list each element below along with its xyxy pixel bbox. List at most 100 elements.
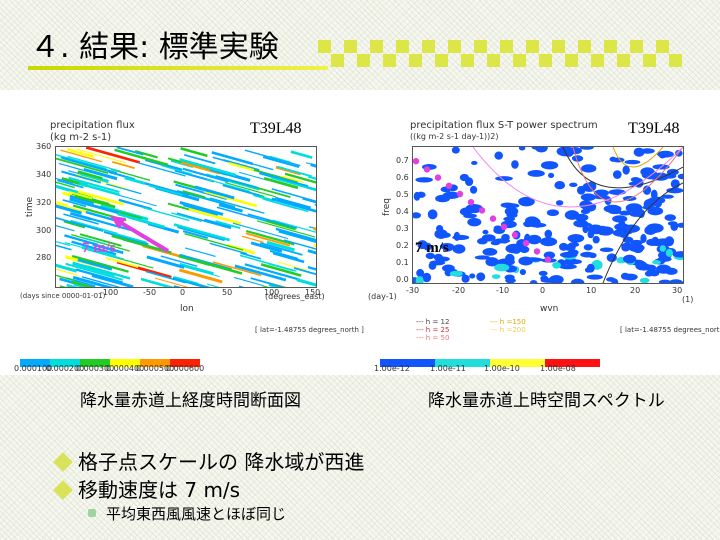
precip-streak xyxy=(269,249,299,260)
tick-label: 300 xyxy=(36,226,52,235)
spectral-blob xyxy=(579,144,594,150)
precip-streak xyxy=(85,210,116,222)
slide-title: ４. 結果: 標準実験 xyxy=(30,30,279,65)
spectral-blob xyxy=(518,196,535,207)
dispersion-curve xyxy=(602,182,684,284)
precip-streak xyxy=(114,148,169,167)
spectral-blob xyxy=(620,272,630,280)
spectral-blob xyxy=(652,259,661,265)
precip-streak xyxy=(234,264,287,282)
spectral-blob xyxy=(659,245,666,252)
dispersion-curve xyxy=(562,146,684,189)
right-colorbar xyxy=(380,352,600,371)
precip-streak xyxy=(71,254,129,273)
tick-label: 10 xyxy=(586,286,597,295)
right-velocity-label: 7 m/s xyxy=(415,240,449,256)
spectral-blob xyxy=(538,270,548,276)
precip-streak xyxy=(179,200,224,216)
spectral-blob xyxy=(622,254,637,264)
spectral-blob xyxy=(622,165,630,175)
spectral-blob xyxy=(652,236,659,242)
precip-streak xyxy=(62,199,87,208)
spectral-blob xyxy=(422,272,432,283)
spectral-blob xyxy=(461,274,470,283)
precip-streak xyxy=(116,146,144,156)
precip-streak xyxy=(77,190,125,206)
spectral-blob xyxy=(587,230,595,239)
spectral-blob xyxy=(527,170,545,177)
tick-label: 0 xyxy=(540,286,546,295)
precip-streak xyxy=(240,252,262,260)
tick-label: 0.000100 xyxy=(14,364,53,373)
spectral-blob xyxy=(670,221,679,231)
spectral-blob xyxy=(569,259,582,265)
spectral-blob xyxy=(658,279,672,285)
precip-streak xyxy=(241,235,264,243)
precip-streak xyxy=(182,167,229,183)
precip-streak xyxy=(77,258,113,271)
checker-square xyxy=(422,40,435,53)
dispersion-curve xyxy=(572,146,684,203)
dispersion-curve xyxy=(612,146,664,168)
precip-streak xyxy=(71,240,117,256)
spectral-blob xyxy=(544,229,553,239)
precip-streak xyxy=(175,183,227,200)
precip-streak xyxy=(67,155,121,172)
precip-streak xyxy=(176,189,236,208)
checker-square xyxy=(513,54,526,67)
left-colorbar xyxy=(20,352,235,371)
precip-streak xyxy=(266,240,295,252)
spectral-blob xyxy=(581,164,597,173)
square-bullet-icon xyxy=(88,508,96,517)
spectral-blob xyxy=(593,194,609,200)
precip-streak xyxy=(204,190,258,208)
precip-streak xyxy=(179,262,214,275)
checker-square xyxy=(630,40,643,53)
spectral-blob xyxy=(586,263,595,273)
right-model-label: T39L48 xyxy=(628,120,680,137)
checker-square xyxy=(552,40,565,53)
precip-streak xyxy=(188,207,242,225)
spectral-blob xyxy=(580,193,596,201)
spectral-blob xyxy=(575,222,592,228)
spectral-blob xyxy=(465,177,474,187)
spectral-blob xyxy=(469,273,476,279)
spectral-blob xyxy=(529,280,538,286)
precip-streak xyxy=(212,156,244,167)
legend-entry: --- h =200 xyxy=(490,326,526,334)
precip-streak xyxy=(215,175,258,189)
precip-streak xyxy=(245,232,291,247)
checker-square xyxy=(383,54,396,67)
spectral-blob xyxy=(485,257,499,267)
left-model-label: T39L48 xyxy=(250,120,302,137)
precip-streak xyxy=(244,149,301,167)
spectral-blob xyxy=(527,234,542,245)
spectral-blob xyxy=(449,270,463,277)
legend-entry: --- h = 25 xyxy=(416,326,450,334)
checker-square xyxy=(565,54,578,67)
left-lat-note: [ lat=-1.48755 degrees_north ] xyxy=(255,326,364,334)
bullet-text-2: 移動速度は 7 m/s xyxy=(78,478,241,502)
spectral-blob xyxy=(677,173,688,180)
spectral-blob xyxy=(606,253,617,263)
spectral-blob xyxy=(586,274,603,280)
tick-label: -30 xyxy=(406,286,420,295)
precip-streak xyxy=(110,168,151,181)
spectral-blob xyxy=(552,261,562,269)
precip-streak xyxy=(111,161,135,169)
tick-label: 0.2 xyxy=(396,241,409,250)
spectral-blob xyxy=(579,200,593,210)
dispersion-curve xyxy=(472,146,684,208)
precip-streak xyxy=(60,149,103,163)
spectral-blob xyxy=(624,159,641,165)
right-caption: 降水量赤道上時空間スペクトル xyxy=(428,391,665,411)
spectral-blob xyxy=(474,255,491,260)
checker-square xyxy=(318,40,331,53)
left-figure: precipitation flux (kg m-2 s-1) T39L48 t… xyxy=(0,90,390,375)
precip-streak xyxy=(79,233,122,247)
precip-streak xyxy=(267,262,294,272)
spectral-blob xyxy=(469,185,478,194)
checker-square xyxy=(357,54,370,67)
spectral-blob xyxy=(559,264,577,270)
sub-bullet-item: 平均東西風風速とほぼ同じ xyxy=(88,503,286,524)
